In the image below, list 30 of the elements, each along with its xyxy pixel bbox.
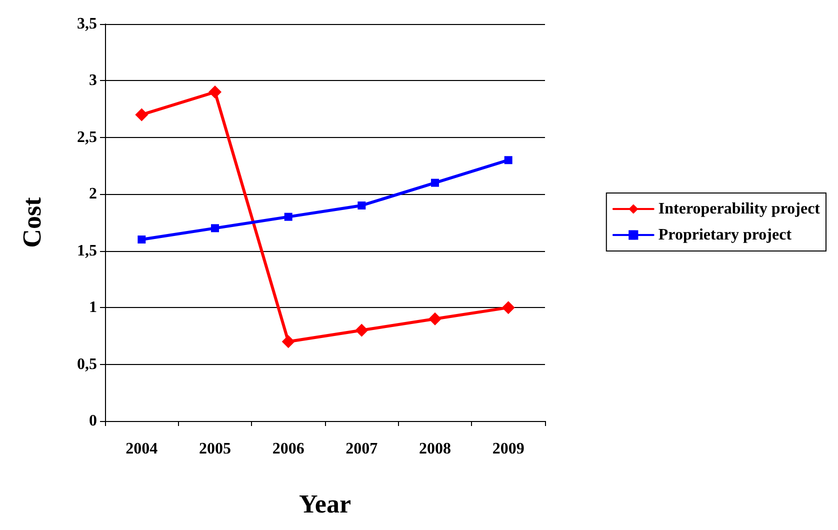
point bbox=[431, 178, 439, 187]
y-tick-label: 0,5 bbox=[77, 356, 97, 373]
legend-label: Proprietary project bbox=[658, 226, 792, 244]
x-tick-label: 2008 bbox=[419, 440, 451, 458]
point bbox=[138, 236, 146, 244]
point bbox=[208, 86, 222, 99]
y-axis-title: Cost bbox=[18, 196, 46, 248]
x-tick-label: 2006 bbox=[272, 440, 304, 458]
y-tick-label: 3,5 bbox=[77, 16, 97, 32]
y-tick-label: 2,5 bbox=[77, 128, 97, 146]
x-tick-label: 2009 bbox=[492, 440, 524, 458]
point bbox=[355, 324, 368, 337]
legend-label: Interoperability project bbox=[658, 200, 821, 218]
point bbox=[282, 335, 295, 348]
point bbox=[135, 108, 148, 122]
y-tick-label: 3 bbox=[89, 72, 97, 90]
y-tick-label: 1,5 bbox=[77, 242, 97, 260]
y-tick-label: 2 bbox=[89, 186, 97, 203]
point bbox=[502, 301, 515, 314]
point bbox=[284, 212, 292, 221]
x-tick-label: 2005 bbox=[199, 440, 231, 458]
point bbox=[211, 224, 219, 232]
x-axis-title: Year bbox=[299, 490, 351, 518]
y-tick-label: 0 bbox=[89, 412, 97, 430]
point bbox=[504, 156, 512, 164]
x-tick-label: 2007 bbox=[346, 440, 378, 458]
x-tick-label: 2004 bbox=[126, 440, 158, 458]
point bbox=[428, 312, 442, 326]
y-tick-label: 1 bbox=[89, 299, 97, 316]
point bbox=[358, 201, 366, 210]
